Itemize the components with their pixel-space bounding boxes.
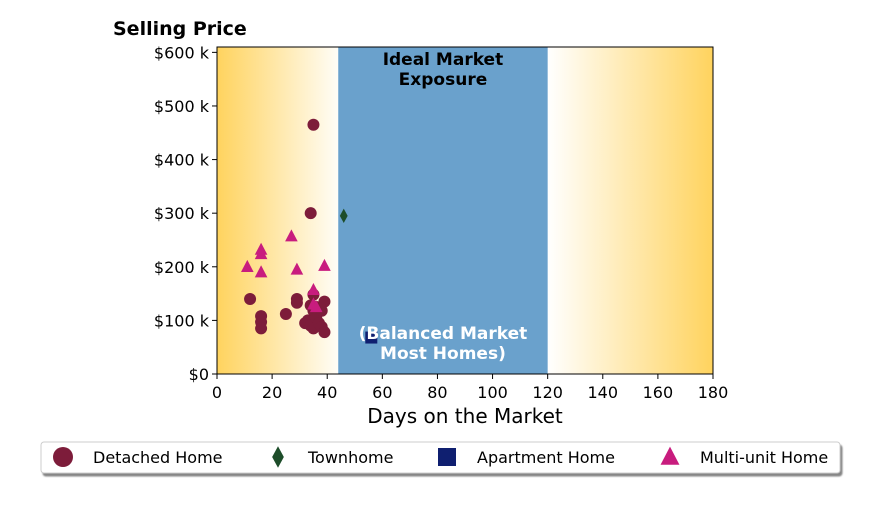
point-detached-home-6 <box>279 307 292 320</box>
x-tick-label-0: 0 <box>212 383 222 402</box>
point-apartment-home-0 <box>365 331 378 344</box>
point-multi-unit-home-4 <box>285 229 298 242</box>
ideal-zone-title-line1: Ideal Market <box>383 50 504 70</box>
legend-label-townhome: Townhome <box>307 448 393 467</box>
point-townhome-0 <box>339 208 348 224</box>
y-tick-label-0: $0 <box>189 365 209 384</box>
point-multi-unit-home-2 <box>254 247 268 260</box>
x-tick-label-160: 160 <box>643 383 674 402</box>
ideal-zone-note-line2: Most Homes) <box>380 344 506 364</box>
ideal-zone-note-line1: (Balanced Market <box>359 324 528 344</box>
point-multi-unit-home-3 <box>254 265 268 278</box>
chart-legend: Detached Home Townhome Apartment Home Multi… <box>40 441 841 474</box>
x-tick-label-100: 100 <box>477 383 508 402</box>
ideal-market-exposure-band <box>338 47 548 374</box>
x-tick-label-120: 120 <box>532 383 563 402</box>
y-tick-label-600000: $600 k <box>154 43 210 62</box>
y-axis-title: Selling Price <box>113 18 247 40</box>
data-points-layer <box>241 118 378 344</box>
legend-marker-detached-home <box>53 447 73 467</box>
y-tick-label-300000: $300 k <box>154 204 210 223</box>
point-detached-home-8 <box>290 296 303 309</box>
point-multi-unit-home-6 <box>307 282 320 296</box>
x-tick-label-60: 60 <box>372 383 392 402</box>
point-multi-unit-home-5 <box>290 262 304 275</box>
legend-marker-townhome <box>272 446 284 468</box>
y-tick-label-100000: $100 k <box>154 311 210 330</box>
legend-marker-multi-unit-home <box>660 446 680 465</box>
ideal-zone-title-line2: Exposure <box>399 70 488 90</box>
legend-label-multi-unit-home: Multi-unit Home <box>700 448 828 467</box>
x-tick-label-180: 180 <box>698 383 729 402</box>
legend-label-detached-home: Detached Home <box>93 448 223 467</box>
point-multi-unit-home-0 <box>241 259 254 272</box>
x-tick-label-80: 80 <box>427 383 447 402</box>
y-tick-label-400000: $400 k <box>154 151 210 170</box>
point-detached-home-0 <box>307 118 320 131</box>
x-tick-label-40: 40 <box>317 383 337 402</box>
x-axis-title: Days on the Market <box>367 404 563 428</box>
point-multi-unit-home-8 <box>309 300 323 313</box>
y-tick-label-500000: $500 k <box>154 97 210 116</box>
x-axis-ticks: 0 20 40 60 80 100 120 140 160 180 <box>212 374 728 402</box>
x-tick-label-140: 140 <box>588 383 619 402</box>
x-tick-label-20: 20 <box>262 383 282 402</box>
plot-frame <box>216 46 714 375</box>
legend-label-apartment-home: Apartment Home <box>477 448 615 467</box>
point-detached-home-21 <box>318 326 331 339</box>
point-detached-home-5 <box>255 322 268 335</box>
legend-marker-apartment-home <box>438 448 456 466</box>
slow-market-gradient-right <box>547 47 713 374</box>
point-detached-home-20 <box>318 295 331 308</box>
point-detached-home-1 <box>304 207 317 220</box>
point-multi-unit-home-9 <box>318 258 331 271</box>
point-detached-home-2 <box>244 292 257 305</box>
y-tick-label-200000: $200 k <box>154 258 210 277</box>
y-axis-ticks: $0 $100 k $200 k $300 k $400 k $500 k $600 k <box>154 43 217 384</box>
